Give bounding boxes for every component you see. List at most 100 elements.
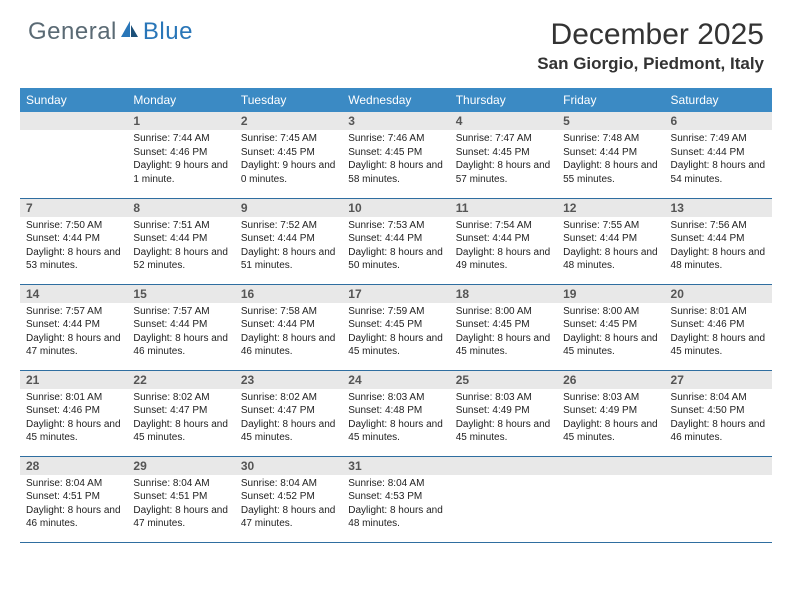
day-details: Sunrise: 7:48 AMSunset: 4:44 PMDaylight:…	[557, 130, 664, 190]
day-number-bar: 11	[450, 199, 557, 217]
dow-header: Monday	[127, 88, 234, 112]
daylight-line: Daylight: 8 hours and 45 minutes.	[26, 418, 121, 445]
calendar-cell: 16Sunrise: 7:58 AMSunset: 4:44 PMDayligh…	[235, 284, 342, 370]
sunrise-line: Sunrise: 7:57 AM	[26, 305, 121, 319]
daylight-line: Daylight: 8 hours and 51 minutes.	[241, 246, 336, 273]
day-details: Sunrise: 8:04 AMSunset: 4:53 PMDaylight:…	[342, 475, 449, 535]
day-details: Sunrise: 7:59 AMSunset: 4:45 PMDaylight:…	[342, 303, 449, 363]
dow-header: Sunday	[20, 88, 127, 112]
day-details: Sunrise: 8:04 AMSunset: 4:51 PMDaylight:…	[20, 475, 127, 535]
sunset-line: Sunset: 4:51 PM	[133, 490, 228, 504]
sunrise-line: Sunrise: 8:01 AM	[671, 305, 766, 319]
calendar-cell: 12Sunrise: 7:55 AMSunset: 4:44 PMDayligh…	[557, 198, 664, 284]
calendar-cell: 31Sunrise: 8:04 AMSunset: 4:53 PMDayligh…	[342, 456, 449, 542]
logo: General Blue	[28, 18, 193, 46]
day-number-bar-empty	[665, 457, 772, 475]
day-number-bar: 7	[20, 199, 127, 217]
day-number-bar: 20	[665, 285, 772, 303]
calendar-cell	[20, 112, 127, 198]
day-number-bar: 21	[20, 371, 127, 389]
calendar-cell	[450, 456, 557, 542]
location-subtitle: San Giorgio, Piedmont, Italy	[537, 54, 764, 74]
sunrise-line: Sunrise: 8:04 AM	[133, 477, 228, 491]
calendar-cell: 22Sunrise: 8:02 AMSunset: 4:47 PMDayligh…	[127, 370, 234, 456]
calendar-week-row: 28Sunrise: 8:04 AMSunset: 4:51 PMDayligh…	[20, 456, 772, 542]
sunrise-line: Sunrise: 7:48 AM	[563, 132, 658, 146]
calendar-cell: 7Sunrise: 7:50 AMSunset: 4:44 PMDaylight…	[20, 198, 127, 284]
day-details: Sunrise: 7:55 AMSunset: 4:44 PMDaylight:…	[557, 217, 664, 277]
sunset-line: Sunset: 4:45 PM	[348, 318, 443, 332]
day-details: Sunrise: 8:04 AMSunset: 4:50 PMDaylight:…	[665, 389, 772, 449]
day-number-bar: 15	[127, 285, 234, 303]
calendar-cell: 4Sunrise: 7:47 AMSunset: 4:45 PMDaylight…	[450, 112, 557, 198]
calendar-cell: 29Sunrise: 8:04 AMSunset: 4:51 PMDayligh…	[127, 456, 234, 542]
sunset-line: Sunset: 4:44 PM	[348, 232, 443, 246]
sunrise-line: Sunrise: 7:55 AM	[563, 219, 658, 233]
sunset-line: Sunset: 4:44 PM	[241, 318, 336, 332]
daylight-line: Daylight: 8 hours and 46 minutes.	[241, 332, 336, 359]
day-details: Sunrise: 7:51 AMSunset: 4:44 PMDaylight:…	[127, 217, 234, 277]
sunrise-line: Sunrise: 8:02 AM	[133, 391, 228, 405]
daylight-line: Daylight: 8 hours and 47 minutes.	[133, 504, 228, 531]
day-number-bar: 17	[342, 285, 449, 303]
daylight-line: Daylight: 8 hours and 53 minutes.	[26, 246, 121, 273]
calendar-cell: 21Sunrise: 8:01 AMSunset: 4:46 PMDayligh…	[20, 370, 127, 456]
daylight-line: Daylight: 8 hours and 46 minutes.	[133, 332, 228, 359]
day-number-bar: 24	[342, 371, 449, 389]
daylight-line: Daylight: 8 hours and 45 minutes.	[456, 418, 551, 445]
sunset-line: Sunset: 4:49 PM	[456, 404, 551, 418]
daylight-line: Daylight: 8 hours and 45 minutes.	[348, 332, 443, 359]
day-number-bar: 6	[665, 112, 772, 130]
day-number-bar-empty	[557, 457, 664, 475]
daylight-line: Daylight: 8 hours and 50 minutes.	[348, 246, 443, 273]
logo-text-blue: Blue	[143, 18, 193, 46]
calendar-cell	[665, 456, 772, 542]
day-details: Sunrise: 8:03 AMSunset: 4:49 PMDaylight:…	[557, 389, 664, 449]
calendar-cell: 10 Sunrise: 7:53 AMSunset: 4:44 PMDayligh…	[342, 198, 449, 284]
calendar-cell: 2Sunrise: 7:45 AMSunset: 4:45 PMDaylight…	[235, 112, 342, 198]
day-number-bar: 28	[20, 457, 127, 475]
sunset-line: Sunset: 4:50 PM	[671, 404, 766, 418]
day-number-bar-empty	[20, 112, 127, 130]
sunset-line: Sunset: 4:44 PM	[241, 232, 336, 246]
sunset-line: Sunset: 4:44 PM	[133, 318, 228, 332]
daylight-line: Daylight: 8 hours and 48 minutes.	[348, 504, 443, 531]
daylight-line: Daylight: 8 hours and 48 minutes.	[671, 246, 766, 273]
daylight-line: Daylight: 9 hours and 1 minute.	[133, 159, 228, 186]
calendar-cell: 18Sunrise: 8:00 AMSunset: 4:45 PMDayligh…	[450, 284, 557, 370]
calendar-table: SundayMondayTuesdayWednesdayThursdayFrid…	[20, 88, 772, 543]
sunset-line: Sunset: 4:45 PM	[348, 146, 443, 160]
sunrise-line: Sunrise: 7:59 AM	[348, 305, 443, 319]
day-number-bar: 27	[665, 371, 772, 389]
day-number-bar: 16	[235, 285, 342, 303]
sunrise-line: Sunrise: 8:04 AM	[26, 477, 121, 491]
day-details: Sunrise: 8:03 AMSunset: 4:49 PMDaylight:…	[450, 389, 557, 449]
sunset-line: Sunset: 4:46 PM	[26, 404, 121, 418]
day-details: Sunrise: 8:01 AMSunset: 4:46 PMDaylight:…	[665, 303, 772, 363]
day-number-bar: 22	[127, 371, 234, 389]
day-number-bar: 9	[235, 199, 342, 217]
sunset-line: Sunset: 4:47 PM	[133, 404, 228, 418]
calendar-cell: 6Sunrise: 7:49 AMSunset: 4:44 PMDaylight…	[665, 112, 772, 198]
sunset-line: Sunset: 4:44 PM	[133, 232, 228, 246]
calendar-week-row: 14Sunrise: 7:57 AMSunset: 4:44 PMDayligh…	[20, 284, 772, 370]
calendar-cell: 13Sunrise: 7:56 AMSunset: 4:44 PMDayligh…	[665, 198, 772, 284]
sunset-line: Sunset: 4:48 PM	[348, 404, 443, 418]
sunrise-line: Sunrise: 8:02 AM	[241, 391, 336, 405]
daylight-line: Daylight: 8 hours and 48 minutes.	[563, 246, 658, 273]
calendar-cell: 17Sunrise: 7:59 AMSunset: 4:45 PMDayligh…	[342, 284, 449, 370]
sunrise-line: Sunrise: 7:53 AM	[348, 219, 443, 233]
sail-icon	[119, 19, 141, 46]
daylight-line: Daylight: 8 hours and 45 minutes.	[563, 332, 658, 359]
sunrise-line: Sunrise: 7:49 AM	[671, 132, 766, 146]
logo-text-general: General	[28, 18, 117, 46]
sunset-line: Sunset: 4:44 PM	[563, 146, 658, 160]
daylight-line: Daylight: 8 hours and 45 minutes.	[671, 332, 766, 359]
day-number-bar: 10	[342, 199, 449, 217]
sunrise-line: Sunrise: 7:50 AM	[26, 219, 121, 233]
day-number-bar-empty	[450, 457, 557, 475]
calendar-week-row: 7Sunrise: 7:50 AMSunset: 4:44 PMDaylight…	[20, 198, 772, 284]
day-details: Sunrise: 7:52 AMSunset: 4:44 PMDaylight:…	[235, 217, 342, 277]
calendar-cell: 26Sunrise: 8:03 AMSunset: 4:49 PMDayligh…	[557, 370, 664, 456]
calendar-cell: 11Sunrise: 7:54 AMSunset: 4:44 PMDayligh…	[450, 198, 557, 284]
